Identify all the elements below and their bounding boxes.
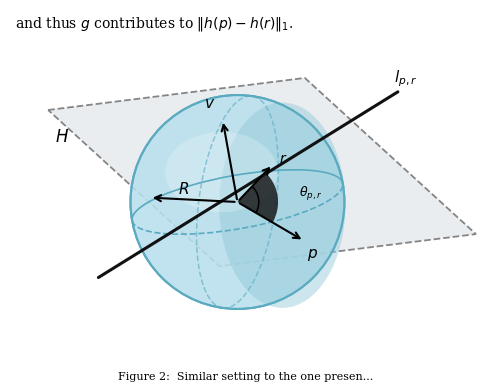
Text: Figure 2:  Similar setting to the one presen...: Figure 2: Similar setting to the one pre… xyxy=(119,372,373,382)
Text: and thus $g$ contributes to $\|h(p)-h(r)\|_1$.: and thus $g$ contributes to $\|h(p)-h(r)… xyxy=(15,15,293,33)
Text: $R$: $R$ xyxy=(178,181,189,197)
Circle shape xyxy=(130,95,344,309)
Polygon shape xyxy=(48,78,476,266)
Text: $l_{p,r}$: $l_{p,r}$ xyxy=(394,68,417,89)
Text: $r$: $r$ xyxy=(279,152,287,166)
Text: $v$: $v$ xyxy=(204,97,215,111)
Ellipse shape xyxy=(165,132,277,212)
Text: $H$: $H$ xyxy=(55,129,69,146)
Polygon shape xyxy=(238,172,278,222)
Text: $p$: $p$ xyxy=(307,247,318,263)
Text: $\theta_{p,r}$: $\theta_{p,r}$ xyxy=(299,185,323,203)
Ellipse shape xyxy=(219,103,345,308)
